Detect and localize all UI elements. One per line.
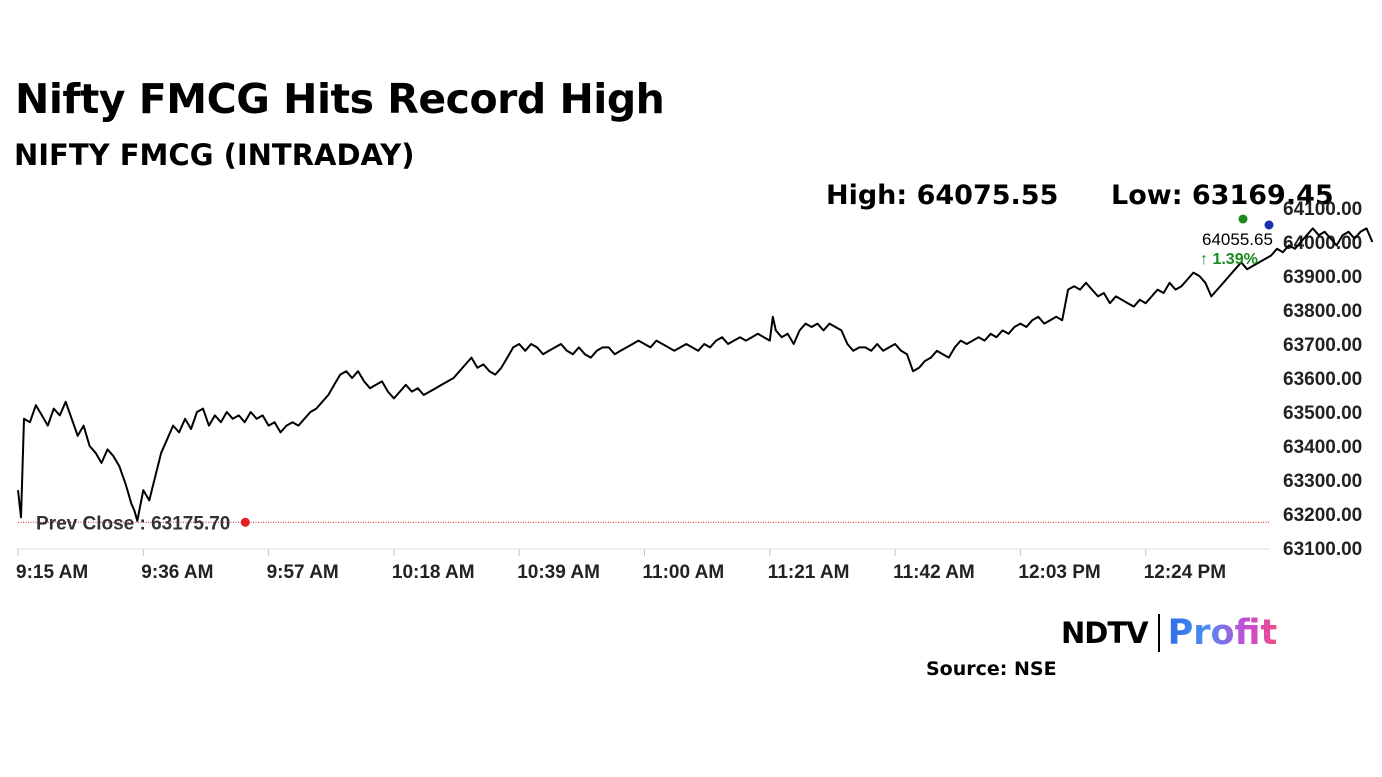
chart-title: Nifty FMCG Hits Record High — [15, 75, 665, 123]
y-tick-label: 63200.00 — [1283, 505, 1362, 526]
low-value-label: Low: 63169.45 — [1111, 180, 1334, 211]
y-tick-label: 63900.00 — [1283, 267, 1362, 288]
high-value-label: High: 64075.55 — [826, 180, 1059, 211]
y-axis-ticks: 63100.00 63200.00 63300.00 63400.00 63500.00… — [1283, 199, 1362, 560]
change-percent-label: ↑ 1.39% — [1200, 251, 1258, 268]
y-tick-label: 63600.00 — [1283, 369, 1362, 390]
x-tick-label: 12:24 PM — [1144, 562, 1226, 583]
x-tick-label: 9:15 AM — [16, 562, 88, 583]
logo-ndtv-text: NDTV — [1061, 616, 1149, 650]
x-tick-label: 10:39 AM — [517, 562, 600, 583]
y-tick-label: 63800.00 — [1283, 301, 1362, 322]
y-tick-label: 63400.00 — [1283, 437, 1362, 458]
chart-subtitle: NIFTY FMCG (INTRADAY) — [14, 138, 415, 172]
x-tick-label: 11:42 AM — [893, 562, 975, 583]
x-tick-label: 12:03 PM — [1018, 562, 1100, 583]
price-line — [17, 227, 1374, 522]
source-label: Source: NSE — [926, 658, 1057, 680]
logo-divider — [1157, 614, 1160, 652]
logo-profit-text: Profit — [1167, 613, 1278, 653]
ndtv-profit-logo: NDTV Profit — [1061, 612, 1277, 654]
x-axis-ticks: 9:15 AM 9:36 AM 9:57 AM 10:18 AM 10:39 AM 11:… — [16, 549, 1226, 583]
low-point-marker — [240, 517, 250, 527]
high-point-marker — [1238, 214, 1248, 224]
y-tick-label: 63300.00 — [1283, 471, 1362, 492]
y-tick-label: 63700.00 — [1283, 335, 1362, 356]
x-tick-label: 10:18 AM — [392, 562, 475, 583]
last-value-label: 64055.65 — [1202, 230, 1273, 249]
x-tick-label: 9:57 AM — [267, 562, 339, 583]
prev-close-label: Prev Close : 63175.70 — [36, 513, 230, 534]
y-tick-label: 64100.00 — [1283, 199, 1362, 220]
x-tick-label: 11:21 AM — [768, 562, 850, 583]
last-point-marker — [1264, 220, 1274, 230]
y-tick-label: 63100.00 — [1283, 539, 1362, 560]
x-tick-label: 9:36 AM — [141, 562, 213, 583]
y-tick-label: 63500.00 — [1283, 403, 1362, 424]
y-tick-label: 64000.00 — [1283, 233, 1362, 254]
x-tick-label: 11:00 AM — [643, 562, 725, 583]
